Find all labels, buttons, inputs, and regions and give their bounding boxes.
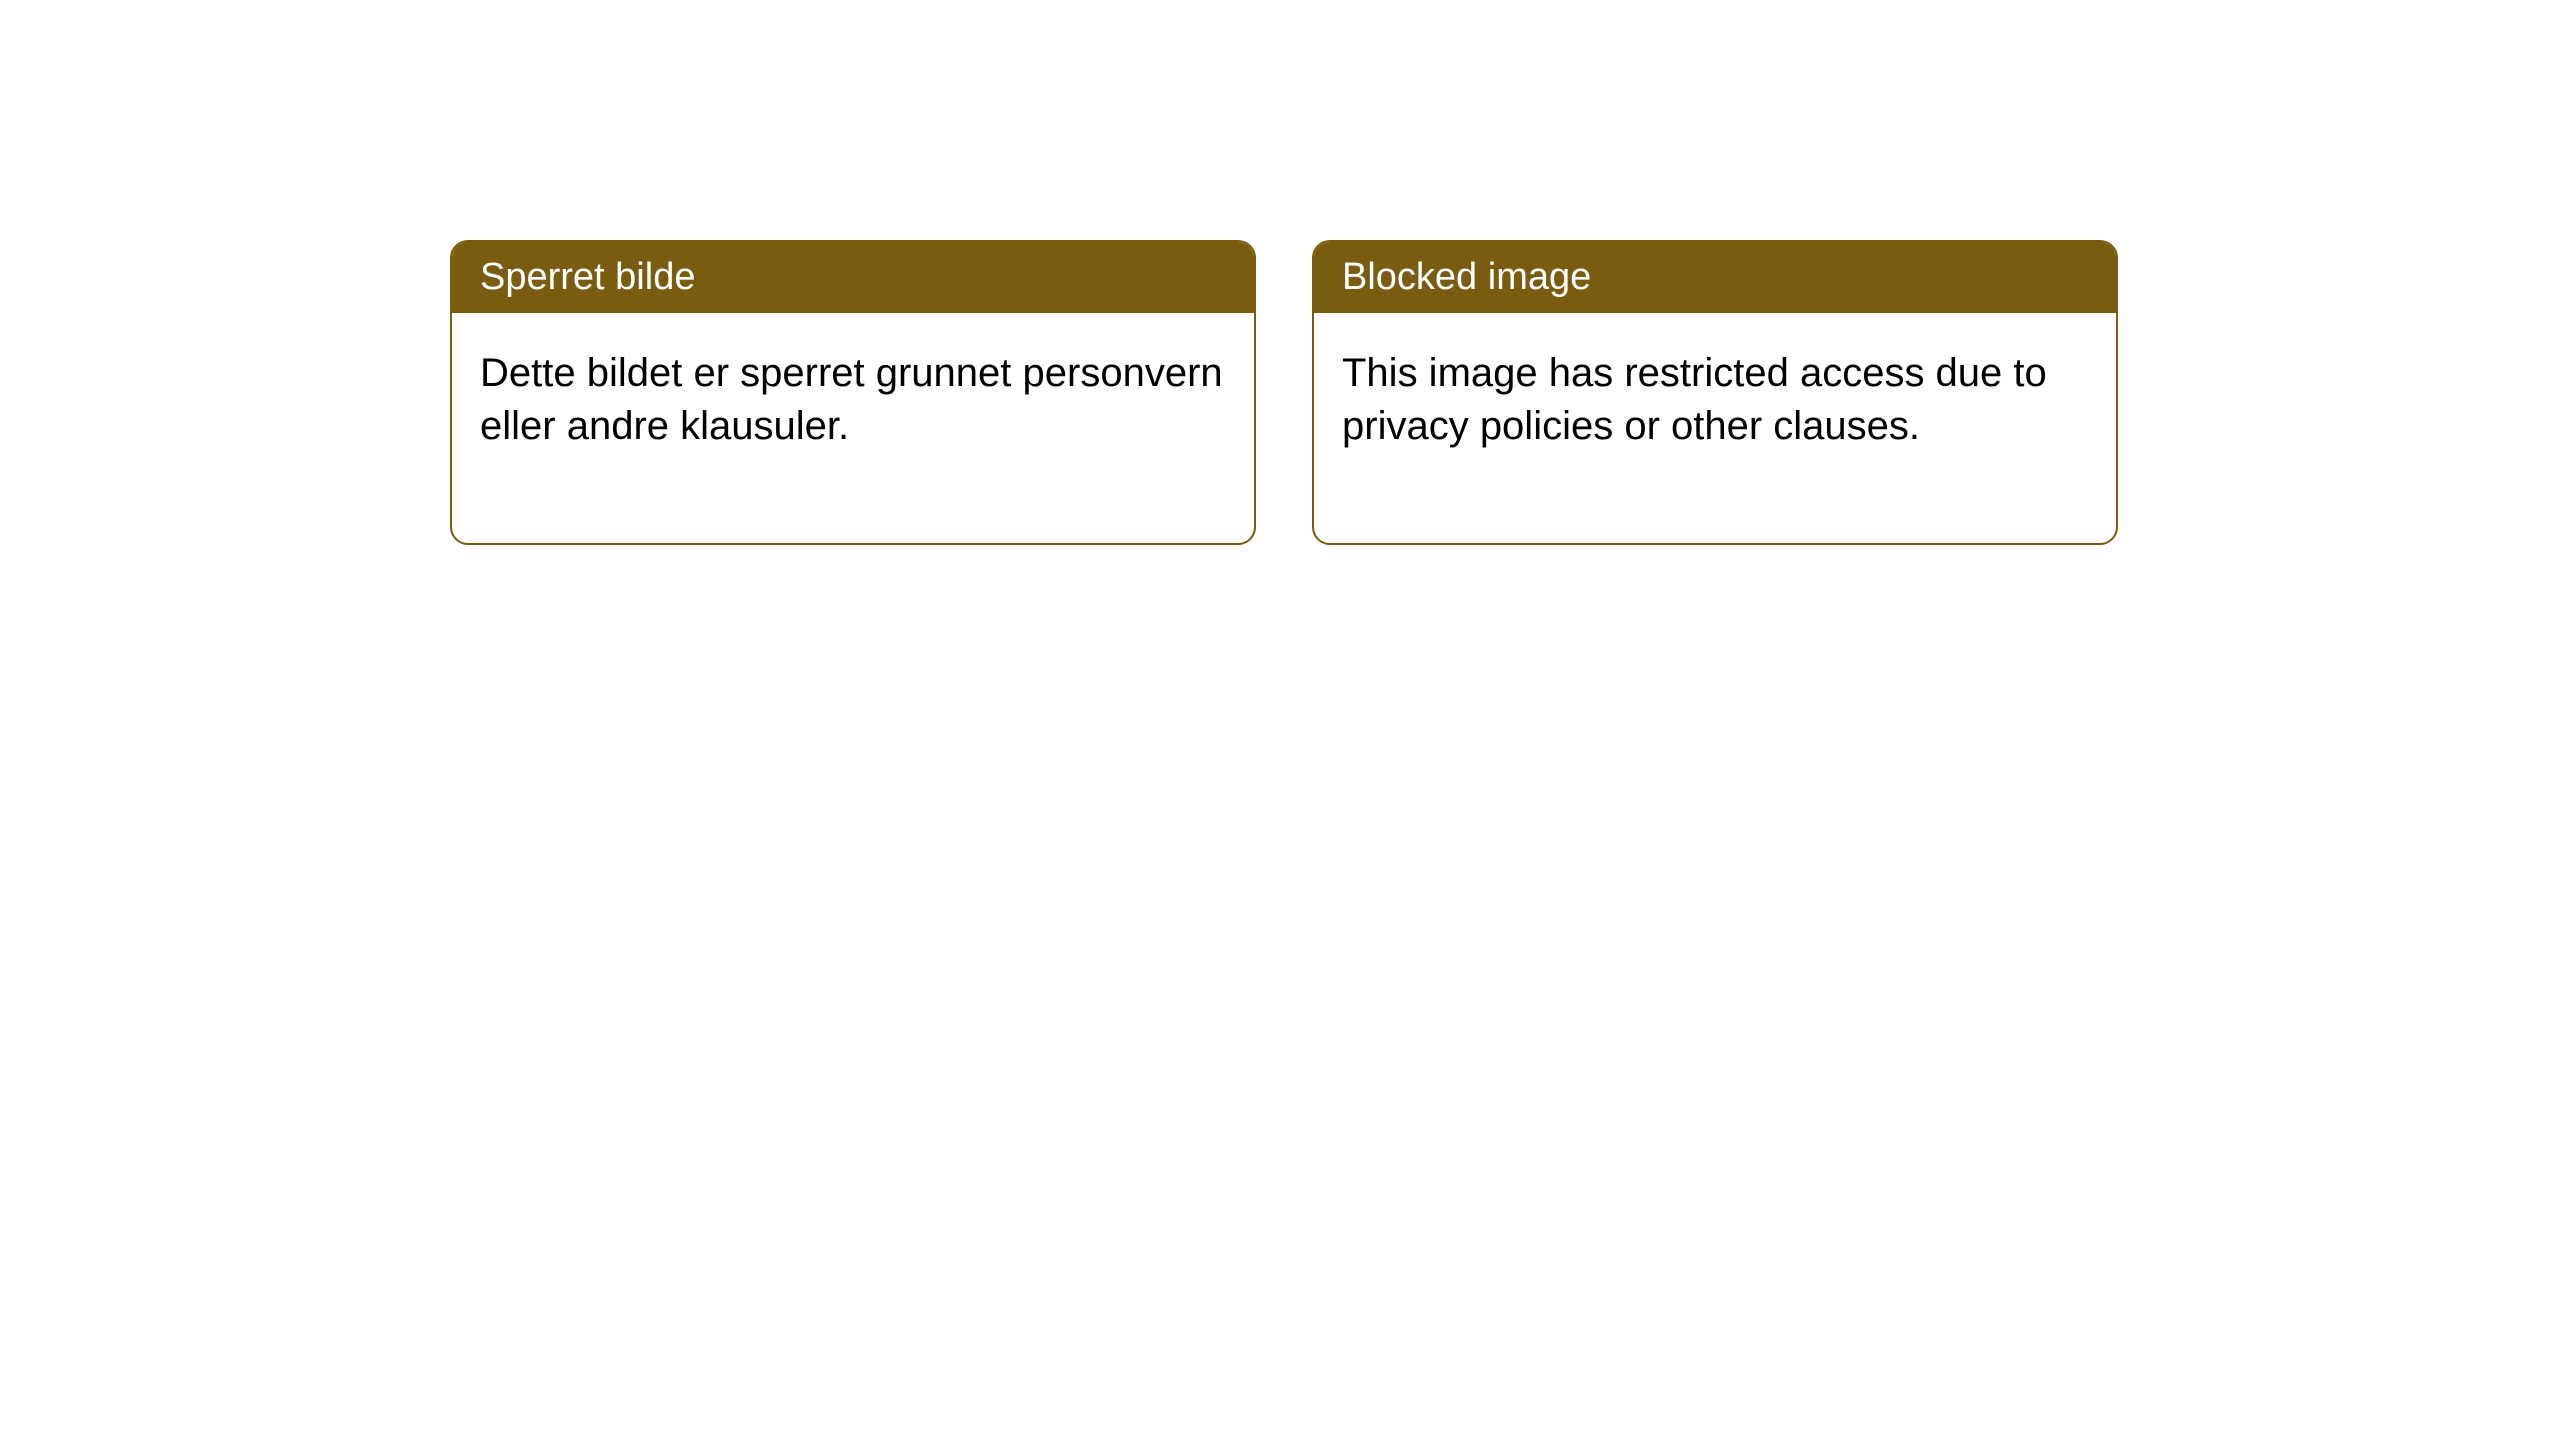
card-title: Sperret bilde [480, 256, 695, 298]
card-header: Blocked image [1314, 242, 2116, 313]
blocked-image-card-no: Sperret bilde Dette bildet er sperret gr… [450, 240, 1256, 545]
card-body: This image has restricted access due to … [1314, 313, 2116, 543]
card-header: Sperret bilde [452, 242, 1254, 313]
card-body: Dette bildet er sperret grunnet personve… [452, 313, 1254, 543]
notice-cards-container: Sperret bilde Dette bildet er sperret gr… [450, 240, 2118, 545]
card-body-text: This image has restricted access due to … [1342, 351, 2047, 448]
card-title: Blocked image [1342, 256, 1591, 298]
card-body-text: Dette bildet er sperret grunnet personve… [480, 351, 1223, 448]
blocked-image-card-en: Blocked image This image has restricted … [1312, 240, 2118, 545]
